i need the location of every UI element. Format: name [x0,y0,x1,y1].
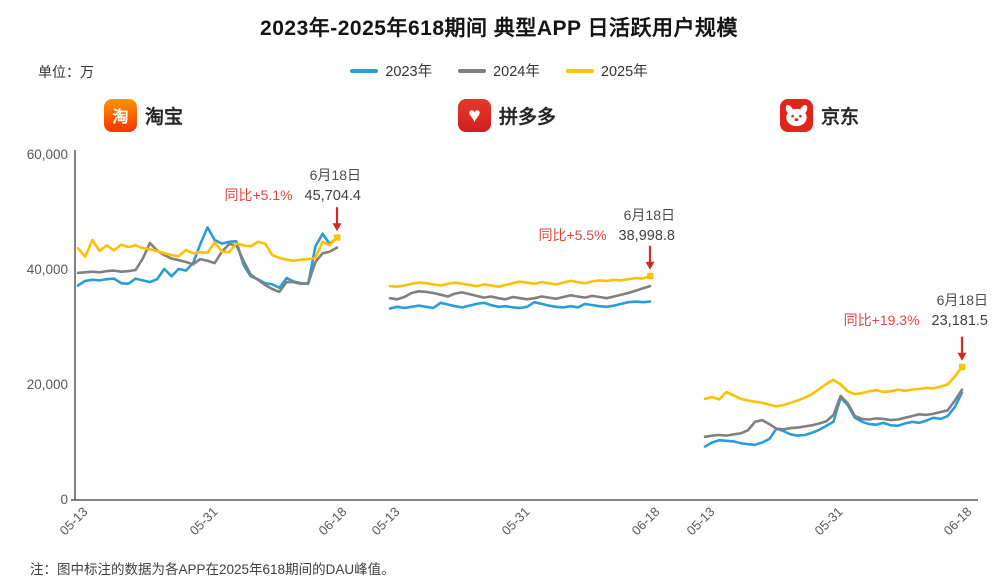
taobao-icon: 淘 [104,98,137,132]
legend-label: 2023年 [385,64,433,80]
y-axis-label: 20,000 [26,377,68,392]
pinduoduo-icon-glyph: ♥ [468,103,481,127]
legend-swatch-2023 [350,68,379,73]
legend-label: 2025年 [600,64,648,80]
yoy-badge: 同比+5.1% [224,187,293,203]
taobao-icon-glyph: 淘 [112,109,129,126]
peak-date: 6月18日 [936,292,988,308]
legend-item-2025: 2025年 [565,60,648,81]
page-title: 2023年-2025年618期间 典型APP 日活跃用户规模 [260,17,738,40]
peak-annotation-pinduoduo: 6月18日 同比+5.5% 38,998.8 [538,206,675,246]
peak-annotation-taobao: 6月18日 同比+5.1% 45,704.4 [224,166,361,206]
pinduoduo-icon: ♥ [458,98,491,132]
legend-item-2023: 2023年 [350,60,432,81]
peak-value: 38,998.8 [618,228,675,244]
y-axis-label: 60,000 [26,147,68,162]
legend-label: 2024年 [493,64,540,80]
app-name-taobao: 淘宝 [145,106,184,128]
peak-value: 23,181.5 [931,313,988,329]
legend-item-2024: 2024年 [458,60,540,81]
peak-annotation-jd: 6月18日 同比+19.3% 23,181.5 [844,291,988,331]
app-header-pinduoduo: ♥ 拼多多 [458,98,556,132]
y-axis-label: 40,000 [26,262,68,277]
app-header-jd: 京东 [780,98,859,132]
legend-swatch-2025 [565,68,594,73]
app-name-pinduoduo: 拼多多 [499,106,557,128]
y-axis-label: 0 [60,492,68,507]
legend: 2023年 2024年 2025年 [0,60,998,81]
jd-icon [780,98,813,132]
app-header-taobao: 淘 淘宝 [104,98,183,132]
jd-dog-graphic [785,104,808,126]
peak-date: 6月18日 [309,167,361,183]
yoy-badge: 同比+19.3% [843,312,920,328]
footnote: 注：图中标注的数据为各APP在2025年618期间的DAU峰值。 [30,562,395,577]
yoy-badge: 同比+5.5% [538,227,607,243]
unit-label: 单位：万 [38,64,94,80]
peak-value: 45,704.4 [304,188,361,204]
peak-date: 6月18日 [623,207,675,223]
legend-swatch-2024 [458,68,487,73]
app-name-jd: 京东 [821,106,860,128]
